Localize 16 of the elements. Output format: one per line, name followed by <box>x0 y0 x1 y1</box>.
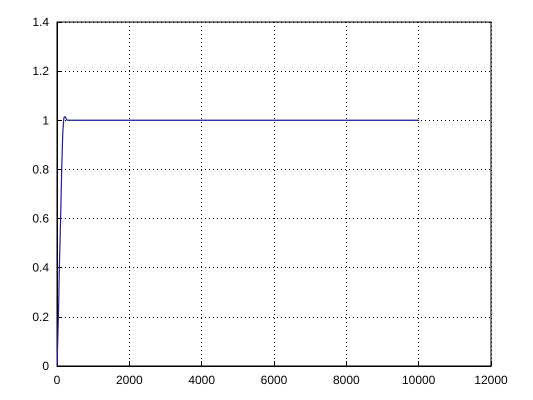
x-tick-label: 4000 <box>188 373 216 387</box>
y-tick-label: 0 <box>42 359 50 373</box>
x-tick-label: 10000 <box>402 373 436 387</box>
line-series <box>56 116 420 367</box>
y-tick-label: 1.4 <box>32 15 50 29</box>
x-tick-label: 2000 <box>116 373 144 387</box>
x-tick-label: 8000 <box>332 373 360 387</box>
y-tick-label: 0.2 <box>32 310 50 324</box>
y-tick-label: 0.8 <box>32 162 50 176</box>
x-tick-label: 6000 <box>260 373 288 387</box>
y-tick-label: 0.6 <box>32 212 50 226</box>
y-tick-label: 1.2 <box>32 64 50 78</box>
x-tick-label: 0 <box>54 373 61 387</box>
y-tick-label: 0.4 <box>32 260 50 275</box>
x-tick-label: 12000 <box>474 373 508 387</box>
y-tick-label: 1 <box>42 113 50 128</box>
